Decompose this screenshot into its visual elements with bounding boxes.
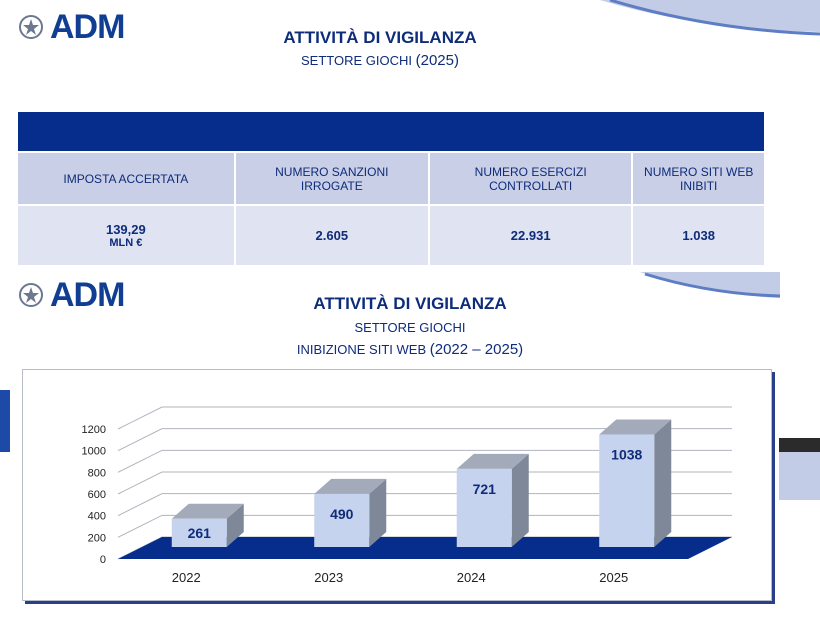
kpi-label-sanzioni: NUMERO SANZIONI IRROGATE	[234, 151, 430, 205]
gridline	[117, 428, 732, 452]
bar-top	[314, 478, 387, 494]
brand-name: ADM	[50, 276, 125, 314]
y-tick-label: 1000	[82, 446, 106, 458]
kpi-value-imposta-number: 139,29	[105, 222, 146, 237]
kpi-label-row: IMPOSTA ACCERTATA NUMERO SANZIONI IRROGA…	[18, 151, 764, 205]
kpi-table: IMPOSTA ACCERTATA NUMERO SANZIONI IRROGA…	[18, 112, 764, 265]
bar	[171, 518, 227, 547]
bar-top	[456, 453, 529, 469]
bar	[599, 434, 655, 547]
bottom-subtitle-2-text: INIBIZIONE SITI WEB	[296, 342, 427, 357]
bar-top	[599, 419, 672, 435]
brand-name: ADM	[50, 8, 125, 46]
kpi-label-esercizi: NUMERO ESERCIZI CONTROLLATI	[428, 151, 634, 205]
y-tick-label: 600	[88, 489, 106, 501]
gridline	[117, 471, 732, 495]
kpi-value-sanzioni: 2.605	[234, 204, 430, 265]
right-edge-decoration	[779, 438, 820, 500]
y-tick-label: 400	[88, 511, 106, 523]
y-tick-label: 800	[88, 467, 106, 479]
x-tick-label: 2025	[599, 570, 628, 585]
gridline	[117, 514, 732, 538]
kpi-value-row: 139,29 MLN € 2.605 22.931 1.038	[18, 204, 764, 265]
x-tick-label: 2023	[314, 570, 343, 585]
bar-value-label: 721	[473, 481, 497, 497]
y-tick-label: 1200	[82, 424, 106, 436]
bar-side	[654, 419, 672, 547]
top-subtitle-year: (2025)	[415, 52, 459, 69]
bar	[456, 468, 512, 547]
kpi-value-imposta-unit: MLN €	[109, 237, 143, 249]
bar-value-label: 1038	[611, 447, 642, 463]
chart-floor	[118, 537, 732, 559]
bar-value-label: 261	[188, 525, 212, 541]
kpi-value-siti: 1.038	[632, 204, 764, 265]
bottom-subtitle-2-years: (2022 – 2025)	[429, 341, 524, 358]
bar	[314, 493, 370, 547]
x-tick-label: 2024	[457, 570, 486, 585]
top-subtitle: SETTORE GIOCHI (2025)	[230, 52, 530, 69]
bar-side	[369, 478, 387, 547]
bottom-title: ATTIVITÀ DI VIGILANZA	[313, 294, 507, 313]
bottom-subtitle-2: INIBIZIONE SITI WEB (2022 – 2025)	[230, 341, 590, 358]
x-tick-label: 2022	[172, 570, 201, 585]
kpi-value-imposta: 139,29 MLN €	[18, 204, 236, 265]
kpi-label-imposta: IMPOSTA ACCERTATA	[18, 151, 236, 205]
bar-side	[511, 453, 529, 547]
adm-logo-bottom: ADM	[18, 276, 125, 314]
adm-logo-top: ADM	[18, 8, 125, 46]
top-subtitle-text: SETTORE GIOCHI	[301, 53, 412, 68]
bar-top	[171, 503, 244, 519]
gridline	[117, 406, 732, 430]
bar-chart: 0 200 400 600 800 1000 1200 261 2022 490 2023 721 20…	[82, 406, 732, 585]
y-tick-label: 200	[88, 532, 106, 544]
y-tick-label: 0	[100, 554, 106, 566]
left-edge-decoration	[0, 390, 10, 452]
emblem-icon	[19, 15, 43, 39]
top-swoosh-decoration	[600, 0, 820, 36]
middle-swoosh-decoration	[640, 272, 780, 298]
bar-value-label: 490	[330, 506, 354, 522]
top-title: ATTIVITÀ DI VIGILANZA	[283, 28, 477, 47]
bar-side	[226, 503, 244, 547]
gridline	[117, 493, 732, 517]
kpi-header-bar	[18, 112, 764, 152]
kpi-label-siti: NUMERO SITI WEB INIBITI	[632, 151, 764, 205]
emblem-icon	[19, 283, 43, 307]
chart-frame: 0 200 400 600 800 1000 1200 261 2022 490 2023 721 20…	[22, 369, 772, 601]
bottom-subtitle-1: SETTORE GIOCHI	[354, 320, 466, 335]
kpi-value-esercizi: 22.931	[428, 204, 634, 265]
gridline	[117, 449, 732, 473]
